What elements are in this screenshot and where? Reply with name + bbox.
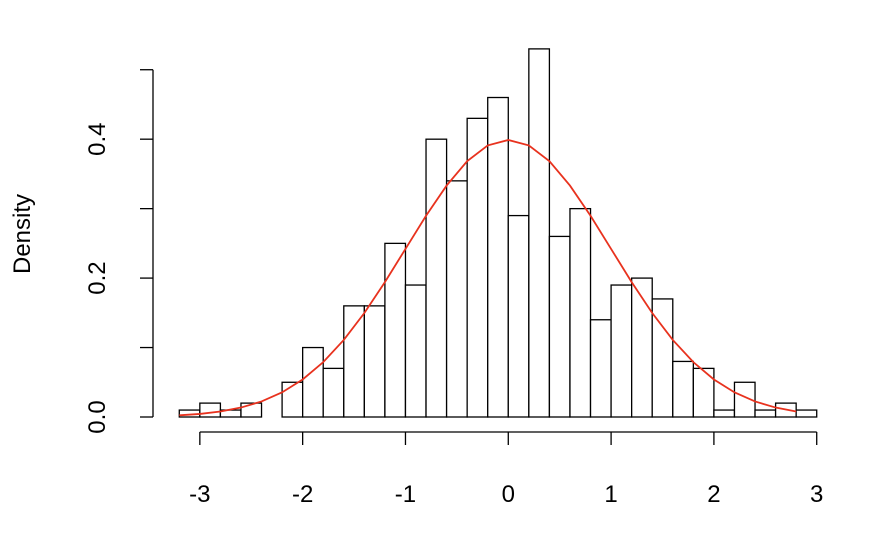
bar — [795, 409, 818, 418]
bar — [404, 284, 427, 418]
bar — [589, 319, 612, 418]
y-tick-label: 0.2 — [84, 261, 111, 294]
bar — [651, 298, 674, 418]
x-tick-label: 2 — [707, 481, 720, 508]
x-tick-label: -2 — [292, 481, 313, 508]
bar — [199, 402, 222, 418]
x-tick-label: 0 — [502, 481, 515, 508]
bar — [363, 305, 386, 418]
bar — [466, 117, 489, 418]
x-tick-label: 1 — [604, 481, 617, 508]
bar — [548, 235, 571, 418]
bar — [713, 409, 736, 418]
bar — [692, 367, 715, 418]
bar — [528, 48, 551, 418]
bar — [610, 284, 633, 418]
bar — [733, 381, 756, 418]
x-tick-label: -1 — [395, 481, 416, 508]
bar — [322, 367, 345, 418]
bar — [343, 305, 365, 418]
bar — [672, 360, 694, 418]
bar — [569, 207, 592, 418]
bar — [302, 346, 324, 418]
bar — [754, 409, 777, 418]
bar — [384, 242, 407, 418]
x-tick-label: -3 — [189, 481, 210, 508]
y-tick-label: 0.4 — [84, 122, 111, 155]
bar — [281, 381, 304, 418]
bar — [425, 138, 448, 418]
y-tick-label: 0.0 — [84, 400, 111, 433]
bar — [445, 180, 468, 418]
density-curve — [179, 139, 797, 417]
bar — [507, 214, 530, 418]
y-axis-label: Density — [9, 194, 36, 274]
x-tick-label: 3 — [810, 481, 823, 508]
